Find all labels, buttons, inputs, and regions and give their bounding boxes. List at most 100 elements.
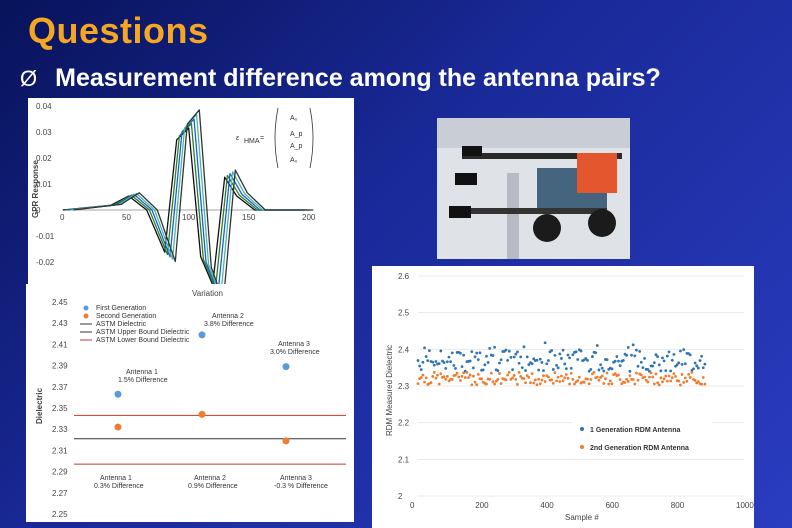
gen2-point bbox=[558, 380, 562, 383]
gen1-point bbox=[698, 359, 702, 362]
gpr-xtick-zero: 0 bbox=[60, 213, 65, 222]
gen1-point bbox=[665, 354, 669, 358]
gen2-point bbox=[423, 380, 426, 384]
scatter-ytick: 2.2 bbox=[398, 419, 410, 428]
gen2-point bbox=[587, 382, 591, 386]
gen2-point bbox=[626, 380, 630, 383]
gen2-point bbox=[623, 381, 627, 384]
gpr-ytick: 0.01 bbox=[36, 180, 52, 189]
diel-annotation-name: Antenna 1 bbox=[126, 369, 158, 376]
gen2-point bbox=[424, 376, 428, 380]
gen2-point bbox=[667, 374, 671, 378]
gen2-point bbox=[677, 379, 681, 383]
gen1-point bbox=[481, 368, 485, 372]
gpr-ytick: -0.02 bbox=[36, 258, 55, 267]
gen2-point bbox=[506, 373, 510, 377]
gen1-point bbox=[542, 369, 545, 373]
diel-ytick: 2.45 bbox=[52, 298, 68, 307]
gen1-point bbox=[675, 363, 679, 367]
gen1-point bbox=[478, 351, 482, 355]
gen2-point bbox=[652, 382, 656, 386]
gen2-point bbox=[488, 377, 492, 381]
gen2-point bbox=[674, 375, 677, 378]
gen1-point bbox=[700, 354, 704, 358]
gen1-point bbox=[418, 364, 422, 368]
gen2-point bbox=[450, 378, 454, 381]
gen2-point bbox=[493, 382, 497, 386]
gen2-point bbox=[547, 375, 550, 379]
gen1-point bbox=[599, 363, 602, 367]
gen1-point bbox=[525, 355, 529, 359]
gen2-point bbox=[511, 376, 514, 380]
gen1-point bbox=[564, 367, 568, 371]
gen1-point bbox=[652, 361, 656, 365]
diel-bottom-name: Antenna 3 bbox=[280, 475, 312, 482]
gen1-point bbox=[509, 355, 513, 359]
gen1-point bbox=[442, 361, 446, 364]
gen2-point bbox=[602, 382, 606, 385]
gen1-point bbox=[579, 349, 583, 353]
second-gen-point bbox=[114, 423, 122, 431]
scatter-legend-marker bbox=[580, 427, 584, 431]
gen2-point bbox=[444, 377, 448, 381]
gen1-point bbox=[543, 341, 547, 345]
gen1-point bbox=[584, 357, 588, 360]
gen2-point bbox=[485, 382, 488, 386]
gen1-point bbox=[571, 353, 575, 357]
equation-ap: A_p bbox=[290, 131, 303, 138]
scatter-ytick: 2.1 bbox=[398, 455, 410, 464]
gen2-point bbox=[613, 372, 617, 376]
gen1-point bbox=[672, 352, 676, 356]
gen2-point bbox=[457, 375, 461, 379]
gpr-waveform-line bbox=[73, 109, 314, 298]
gen2-point bbox=[573, 382, 576, 386]
gpr-ytick: 0.02 bbox=[36, 154, 52, 163]
gen2-point bbox=[432, 371, 436, 374]
diel-ytick: 2.25 bbox=[52, 510, 68, 519]
gen1-point bbox=[507, 349, 511, 353]
gen2-point bbox=[600, 374, 604, 378]
gen2-point bbox=[532, 381, 536, 385]
gen2-point bbox=[610, 382, 614, 386]
gen2-point bbox=[434, 376, 438, 380]
gen2-point bbox=[436, 373, 439, 377]
gen1-point bbox=[661, 356, 664, 360]
gen2-point bbox=[604, 377, 607, 381]
gen2-point bbox=[519, 374, 523, 378]
diel-ytick: 2.35 bbox=[52, 404, 68, 413]
gen2-point bbox=[516, 383, 519, 386]
gen2-point bbox=[455, 371, 459, 375]
scatter-ytick: 2.3 bbox=[398, 382, 410, 391]
gen2-point bbox=[605, 371, 609, 375]
bullet-text: Measurement difference among the antenna… bbox=[55, 64, 661, 92]
gen2-point bbox=[454, 373, 457, 377]
gen1-point bbox=[677, 361, 681, 365]
gen2-point bbox=[421, 373, 425, 377]
gen1-point bbox=[498, 361, 501, 365]
gen1-point bbox=[504, 348, 508, 352]
gen1-point bbox=[628, 369, 632, 373]
diel-ytick: 2.29 bbox=[52, 468, 68, 477]
gen1-point bbox=[538, 357, 542, 361]
gen1-point bbox=[454, 367, 457, 370]
gen2-point bbox=[636, 378, 640, 382]
gen1-point bbox=[550, 349, 554, 352]
gen1-point bbox=[617, 359, 620, 363]
gen2-point bbox=[618, 378, 622, 381]
gen1-point bbox=[651, 364, 655, 368]
diel-bottom-name: Antenna 1 bbox=[100, 475, 132, 482]
gen1-point bbox=[496, 369, 500, 373]
gen2-point bbox=[589, 378, 593, 381]
gen1-point bbox=[516, 350, 519, 354]
gpr-waveform-line bbox=[70, 113, 311, 298]
gen1-point bbox=[569, 366, 573, 370]
gen2-point bbox=[429, 381, 433, 385]
gen1-point bbox=[483, 363, 487, 367]
gen2-point bbox=[439, 372, 443, 376]
gen2-point bbox=[617, 373, 620, 377]
gen2-point bbox=[472, 374, 475, 378]
gen2-point bbox=[646, 380, 650, 384]
gpr-ytick: 0 bbox=[36, 206, 41, 215]
gen2-point bbox=[533, 378, 537, 382]
gen1-point bbox=[638, 350, 642, 353]
